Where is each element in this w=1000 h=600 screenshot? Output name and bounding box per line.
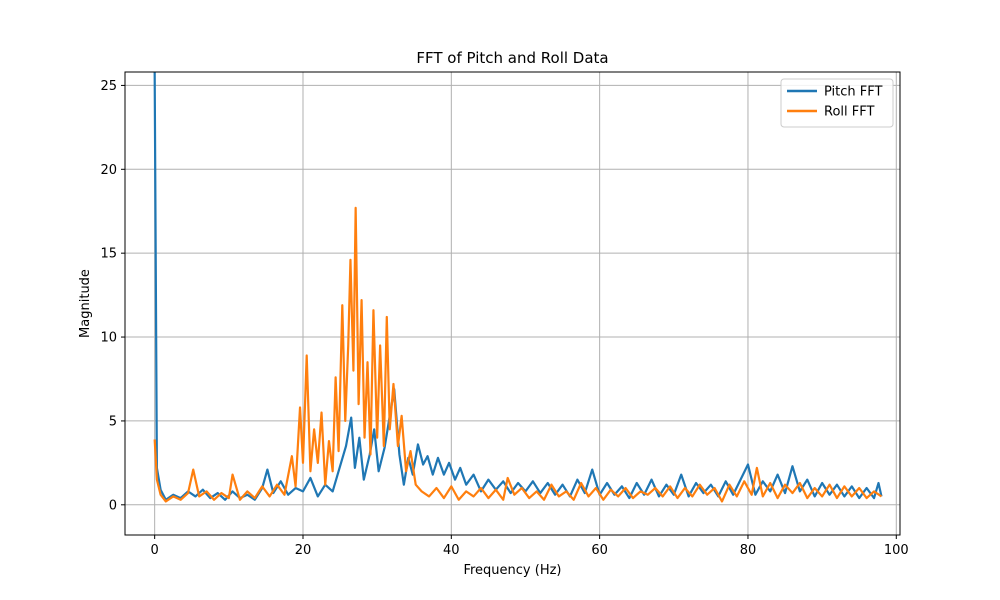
x-tick-label: 60 — [591, 543, 608, 558]
series-line-pitch-fft — [153, 72, 883, 501]
y-axis-label: Magnitude — [78, 269, 93, 338]
y-tick-label: 20 — [100, 163, 117, 178]
grid-layer — [125, 72, 900, 535]
y-tick-label: 25 — [100, 79, 117, 94]
x-tick-label: 80 — [740, 543, 757, 558]
legend: Pitch FFT Roll FFT — [780, 78, 894, 128]
x-tick-label: 40 — [443, 543, 460, 558]
plot-frame — [124, 71, 901, 536]
chart-title: FFT of Pitch and Roll Data — [416, 49, 608, 67]
x-tick-label: 20 — [295, 543, 312, 558]
series-layer — [153, 72, 883, 503]
y-tick-label: 15 — [100, 247, 117, 262]
y-tick-label: 5 — [109, 414, 117, 429]
y-tick-label: 0 — [109, 498, 117, 513]
x-axis-label: Frequency (Hz) — [463, 563, 561, 578]
tick-layer: 0 20 40 60 80 100 0 5 10 15 20 25 — [100, 79, 908, 558]
legend-label-roll: Roll FFT — [824, 105, 874, 120]
series-line-roll-fft — [153, 206, 883, 503]
legend-label-pitch: Pitch FFT — [824, 85, 883, 100]
y-tick-label: 10 — [100, 331, 117, 346]
x-tick-label: 100 — [884, 543, 909, 558]
x-tick-label: 0 — [151, 543, 159, 558]
